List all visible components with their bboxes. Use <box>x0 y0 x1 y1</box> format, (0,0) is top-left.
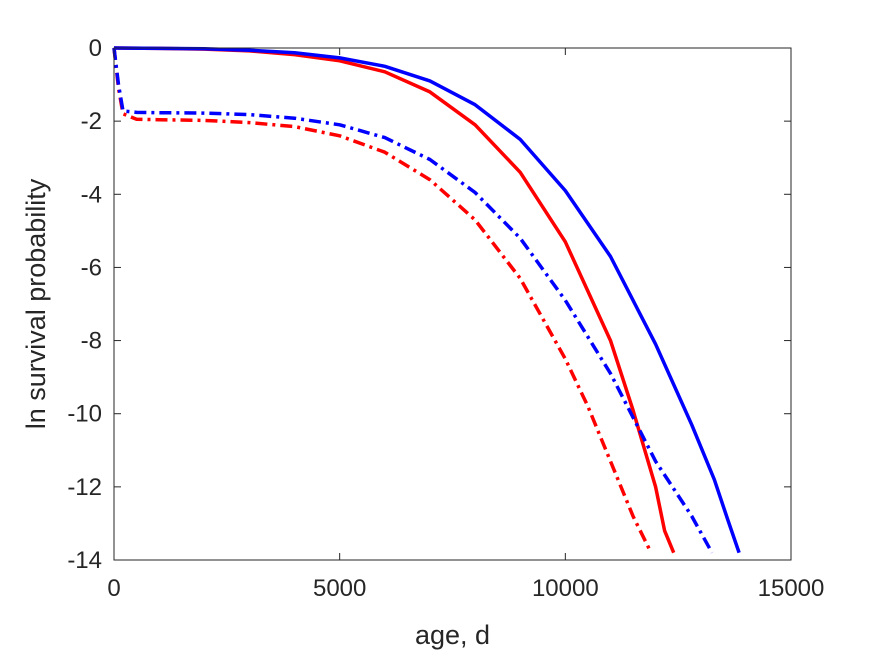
y-axis-label: ln survival probability <box>21 178 51 429</box>
x-tick-label: 10000 <box>532 575 599 602</box>
y-tick-label: -6 <box>81 254 102 281</box>
axes-layer: 0 5000 10000 15000 0 -2 -4 -6 -8 -10 -12 -14 <box>67 35 824 602</box>
x-axis-label: age, d <box>415 620 490 650</box>
y-tick-label: -12 <box>67 474 102 501</box>
y-tick-label: -4 <box>81 181 102 208</box>
y-tick-label: -2 <box>81 108 102 135</box>
y-tick-label: 0 <box>89 35 102 62</box>
axes-box <box>113 47 792 561</box>
y-tick-label: -14 <box>67 547 102 574</box>
y-tick-label: -10 <box>67 401 102 428</box>
series-layer <box>112 46 741 554</box>
x-tick-label: 15000 <box>758 575 825 602</box>
x-tick-label: 5000 <box>313 575 366 602</box>
plot-background <box>114 48 791 560</box>
series-line-2 <box>113 46 741 554</box>
series-line-3 <box>112 47 653 554</box>
y-tick-label: -8 <box>81 328 102 355</box>
plot-area <box>114 48 791 560</box>
x-tick-label: 0 <box>107 575 120 602</box>
series-line-4 <box>112 47 714 554</box>
